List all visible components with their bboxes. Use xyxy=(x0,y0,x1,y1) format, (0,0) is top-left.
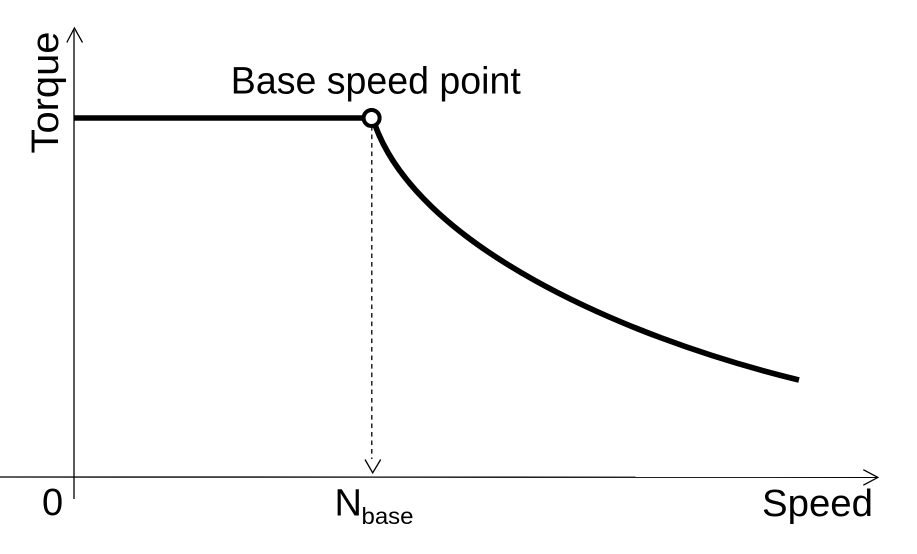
svg-text:Speed: Speed xyxy=(762,483,873,525)
svg-text:N: N xyxy=(335,483,362,525)
svg-text:Base speed point: Base speed point xyxy=(231,61,521,103)
svg-text:0: 0 xyxy=(42,482,63,524)
svg-text:Torque: Torque xyxy=(25,31,67,153)
svg-text:base: base xyxy=(362,503,414,529)
